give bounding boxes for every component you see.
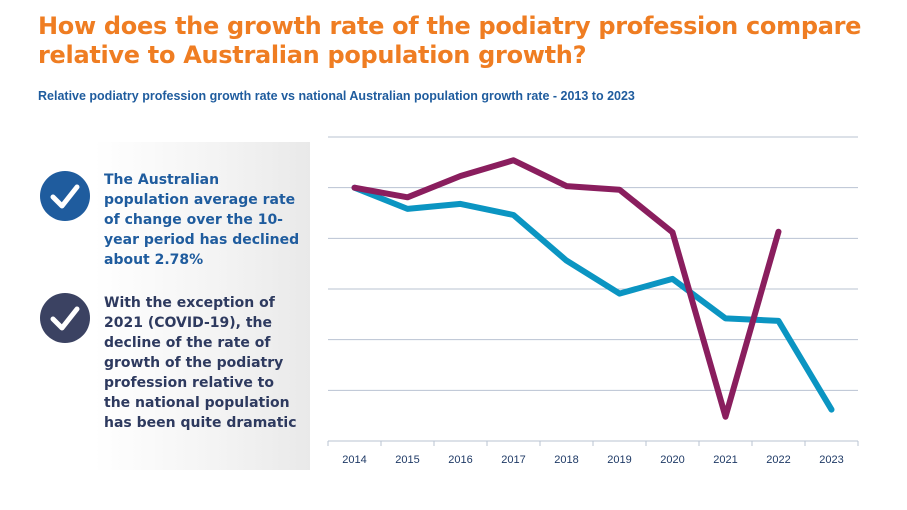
data-point bbox=[617, 187, 622, 193]
data-point bbox=[405, 194, 410, 200]
data-point bbox=[405, 206, 410, 212]
x-tick-label: 2018 bbox=[554, 454, 578, 466]
data-point bbox=[617, 291, 622, 297]
key-points-panel bbox=[94, 142, 310, 470]
data-point bbox=[723, 414, 728, 420]
x-tick-label: 2017 bbox=[501, 454, 525, 466]
x-tick-label: 2016 bbox=[448, 454, 472, 466]
line-chart: 2014 2015 2016 2017 2018 2019 2020 2021 2022 2023 bbox=[327, 136, 859, 466]
data-point bbox=[776, 318, 781, 324]
x-tick-label: 2014 bbox=[342, 454, 366, 466]
x-tick-label: 2023 bbox=[819, 454, 843, 466]
data-point bbox=[511, 212, 516, 218]
x-tick-label: 2022 bbox=[766, 454, 790, 466]
data-point bbox=[670, 276, 675, 282]
data-point bbox=[829, 407, 834, 413]
data-point bbox=[564, 183, 569, 189]
page-title: How does the growth rate of the podiatry… bbox=[38, 12, 862, 69]
key-point-text: With the exception of 2021 (COVID-19), t… bbox=[104, 295, 297, 431]
data-point bbox=[458, 201, 463, 207]
data-point bbox=[511, 157, 516, 163]
x-tick-label: 2021 bbox=[713, 454, 737, 466]
data-point bbox=[564, 258, 569, 264]
x-tick-label: 2015 bbox=[395, 454, 419, 466]
x-tick-label: 2019 bbox=[607, 454, 631, 466]
data-point bbox=[352, 185, 357, 191]
x-tick-label: 2020 bbox=[660, 454, 684, 466]
key-point-text: The Australian population average rate o… bbox=[104, 172, 300, 268]
chart-subtitle: Relative podiatry profession growth rate… bbox=[38, 89, 635, 103]
data-point bbox=[458, 173, 463, 179]
data-point bbox=[723, 315, 728, 321]
data-point bbox=[776, 229, 781, 235]
checkmark-circle-icon bbox=[40, 171, 90, 221]
data-point bbox=[670, 229, 675, 235]
checkmark-circle-icon bbox=[40, 293, 90, 343]
